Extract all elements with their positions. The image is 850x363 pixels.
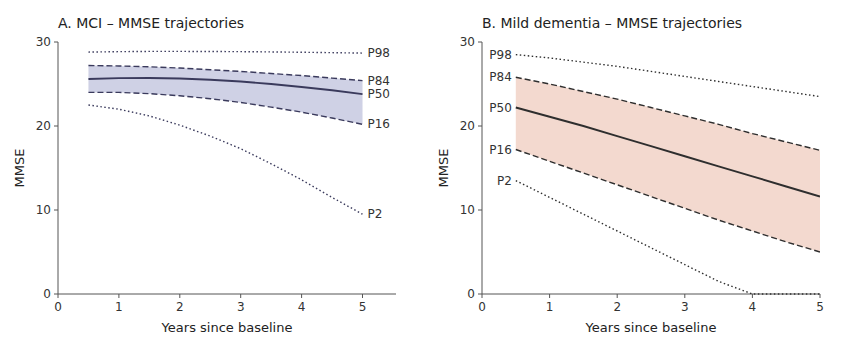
series-label: P98 bbox=[368, 46, 391, 60]
y-tick bbox=[478, 42, 482, 43]
y-tick-label: 20 bbox=[36, 119, 51, 133]
x-tick-label: 3 bbox=[681, 300, 689, 314]
x-tick-label: 0 bbox=[478, 300, 486, 314]
plot-area bbox=[516, 55, 820, 294]
title: A. MCI – MMSE trajectories bbox=[58, 15, 244, 31]
x-tick-label: 1 bbox=[115, 300, 123, 314]
y-tick-label: 10 bbox=[460, 203, 475, 217]
x-tick bbox=[118, 294, 119, 298]
x-tick-label: 4 bbox=[749, 300, 757, 314]
y-tick-label: 0 bbox=[467, 287, 475, 301]
x-tick bbox=[58, 294, 59, 298]
line-dashed bbox=[516, 150, 820, 252]
y-axis-line bbox=[58, 42, 59, 294]
y-axis-line bbox=[482, 42, 483, 294]
y-tick bbox=[54, 210, 58, 211]
line-dotted bbox=[516, 181, 820, 294]
y-tick-label: 20 bbox=[460, 119, 475, 133]
y-tick bbox=[478, 126, 482, 127]
line-dotted bbox=[88, 51, 362, 53]
x-axis-line bbox=[482, 294, 820, 295]
series-label: P16 bbox=[368, 117, 391, 131]
x-tick bbox=[362, 294, 363, 298]
x-tick bbox=[684, 294, 685, 298]
x-axis-label: Years since baseline bbox=[585, 320, 717, 335]
y-tick-label: 10 bbox=[36, 203, 51, 217]
title: B. Mild dementia – MMSE trajectories bbox=[482, 15, 742, 31]
x-tick-label: 4 bbox=[298, 300, 306, 314]
series-label: P2 bbox=[368, 207, 383, 221]
x-tick bbox=[752, 294, 753, 298]
figure: A. MCI – MMSE trajectories0123450102030Y… bbox=[0, 0, 850, 363]
x-tick bbox=[617, 294, 618, 298]
x-tick-label: 1 bbox=[546, 300, 554, 314]
x-tick bbox=[240, 294, 241, 298]
y-tick-label: 30 bbox=[36, 35, 51, 49]
line-dotted bbox=[88, 105, 362, 214]
series-label: P50 bbox=[368, 87, 391, 101]
x-tick bbox=[179, 294, 180, 298]
line-solid bbox=[88, 78, 362, 94]
y-tick bbox=[54, 42, 58, 43]
x-tick-label: 2 bbox=[613, 300, 621, 314]
x-tick-label: 5 bbox=[359, 300, 367, 314]
panel: B. Mild dementia – MMSE trajectories 0 1 2 3… bbox=[436, 15, 824, 335]
y-tick bbox=[478, 294, 482, 295]
series-label: P84 bbox=[368, 74, 391, 88]
x-axis-line bbox=[58, 294, 396, 295]
x-tick-label: 0 bbox=[54, 300, 62, 314]
line-dashed bbox=[88, 92, 362, 124]
y-axis-label: MMSE bbox=[436, 149, 451, 188]
x-tick bbox=[482, 294, 483, 298]
x-tick bbox=[820, 294, 821, 298]
y-axis-label: MMSE bbox=[12, 149, 27, 188]
x-tick-label: 2 bbox=[176, 300, 184, 314]
band bbox=[88, 66, 362, 125]
line-dashed bbox=[516, 77, 820, 150]
x-tick bbox=[549, 294, 550, 298]
series-label: P16 bbox=[489, 143, 512, 157]
y-tick bbox=[54, 294, 58, 295]
series-label: P50 bbox=[489, 101, 512, 115]
panel: A. MCI – MMSE trajectories 0 1 2 3 4 5 0 10 20 30 Y… bbox=[12, 15, 396, 335]
line-dotted bbox=[516, 55, 820, 97]
plot-area bbox=[88, 51, 362, 214]
series-label: P98 bbox=[489, 48, 512, 62]
x-tick-label: 5 bbox=[816, 300, 824, 314]
band bbox=[516, 77, 820, 252]
y-tick-label: 30 bbox=[460, 35, 475, 49]
series-label: P84 bbox=[489, 70, 512, 84]
series-label: P2 bbox=[497, 174, 512, 188]
y-tick bbox=[478, 210, 482, 211]
y-tick-label: 0 bbox=[43, 287, 51, 301]
line-solid bbox=[516, 108, 820, 197]
x-tick bbox=[301, 294, 302, 298]
x-axis-label: Years since baseline bbox=[161, 320, 293, 335]
y-tick bbox=[54, 126, 58, 127]
x-tick-label: 3 bbox=[237, 300, 245, 314]
